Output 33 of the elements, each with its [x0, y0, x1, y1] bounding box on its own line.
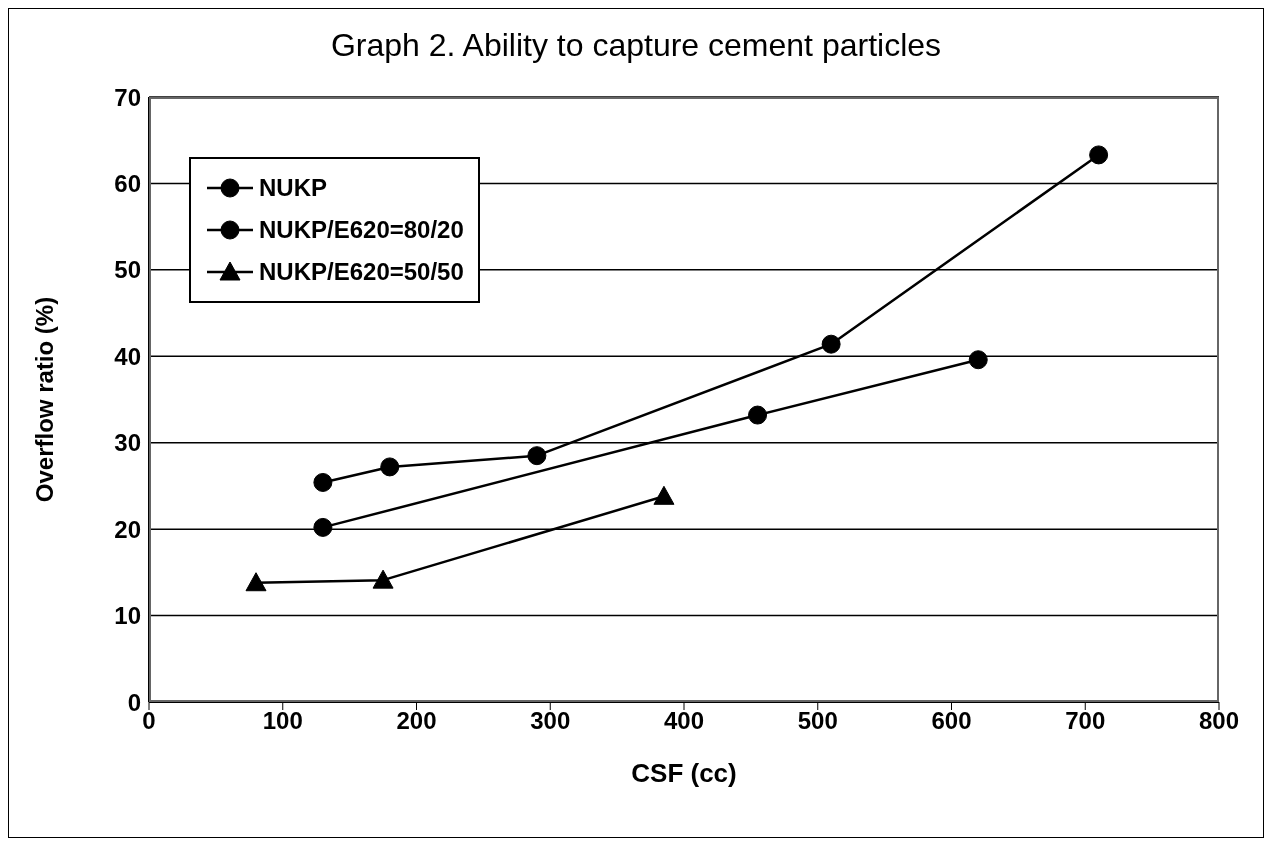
- legend-label: NUKP/E620=80/20: [259, 216, 464, 244]
- x-tick-label: 100: [262, 707, 303, 735]
- y-tick-label: 60: [114, 169, 141, 197]
- point: [968, 350, 988, 370]
- y-axis-title: Overflow ratio (%): [30, 296, 58, 503]
- x-tick-label: 700: [1065, 707, 1106, 735]
- y-tick-label: 20: [114, 515, 141, 543]
- y-tick-label: 70: [114, 83, 141, 111]
- point: [372, 569, 394, 589]
- point: [313, 472, 333, 492]
- chart-title: Graph 2. Ability to capture cement particles: [329, 27, 943, 65]
- point: [380, 457, 400, 477]
- point: [527, 446, 547, 466]
- legend-label: NUKP/E620=50/50: [259, 258, 464, 286]
- x-tick-label: 600: [931, 707, 972, 735]
- x-tick-label: 200: [396, 707, 437, 735]
- point: [313, 517, 333, 537]
- x-tick-label: 800: [1198, 707, 1240, 735]
- point: [653, 485, 675, 505]
- point: [1089, 145, 1109, 165]
- point: [748, 405, 768, 425]
- x-tick-label: 500: [797, 707, 838, 735]
- x-tick-label: 300: [530, 707, 571, 735]
- y-tick-label: 0: [127, 688, 141, 716]
- y-tick-label: 30: [114, 429, 141, 457]
- y-tick-label: 40: [114, 342, 141, 370]
- point: [821, 334, 841, 354]
- x-axis-title: CSF (cc): [631, 758, 737, 788]
- point: [245, 572, 267, 592]
- y-tick-label: 50: [114, 256, 141, 284]
- y-tick-label: 10: [114, 602, 141, 630]
- legend-label: NUKP: [259, 174, 328, 202]
- x-tick-label: 400: [663, 707, 705, 735]
